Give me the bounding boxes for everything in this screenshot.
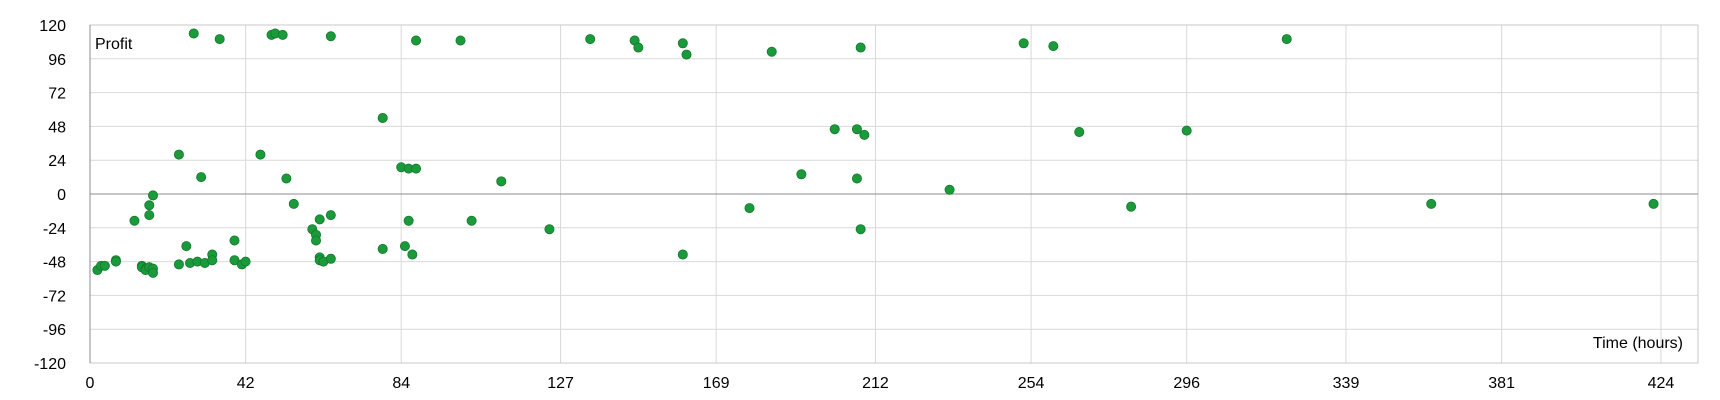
y-axis-title: Profit bbox=[95, 36, 133, 53]
data-point bbox=[1181, 125, 1192, 136]
x-tick-label: 296 bbox=[1173, 375, 1200, 392]
y-tick-label: -48 bbox=[43, 255, 66, 272]
data-point bbox=[311, 235, 322, 246]
data-point bbox=[677, 249, 688, 260]
data-point bbox=[859, 129, 870, 140]
axes bbox=[89, 24, 1699, 364]
data-point bbox=[277, 29, 288, 40]
data-point bbox=[399, 241, 410, 252]
x-tick-label: 127 bbox=[547, 375, 574, 392]
data-point bbox=[851, 124, 862, 135]
data-point bbox=[147, 267, 158, 278]
data-point bbox=[325, 253, 336, 264]
data-point bbox=[829, 124, 840, 135]
data-point bbox=[1648, 198, 1659, 209]
data-point bbox=[1048, 41, 1059, 52]
data-point bbox=[455, 35, 466, 46]
x-tick-label: 339 bbox=[1333, 375, 1360, 392]
data-point bbox=[633, 42, 644, 53]
data-point bbox=[1281, 34, 1292, 45]
x-tick-label: 424 bbox=[1648, 375, 1675, 392]
data-point bbox=[173, 259, 184, 270]
y-tick-label: 24 bbox=[48, 153, 66, 170]
data-point bbox=[1018, 38, 1029, 49]
data-point bbox=[188, 28, 199, 39]
data-point bbox=[681, 49, 692, 60]
data-point bbox=[229, 235, 240, 246]
data-point bbox=[147, 190, 158, 201]
x-tick-label: 0 bbox=[86, 375, 95, 392]
y-tick-label: 0 bbox=[57, 187, 66, 204]
data-point bbox=[99, 260, 110, 271]
data-point bbox=[796, 169, 807, 180]
data-point bbox=[411, 163, 422, 174]
y-tick-label: -72 bbox=[43, 288, 66, 305]
data-point bbox=[144, 210, 155, 221]
data-point bbox=[403, 215, 414, 226]
data-point bbox=[229, 255, 240, 266]
y-tick-label: -96 bbox=[43, 322, 66, 339]
data-point bbox=[855, 224, 866, 235]
data-point bbox=[1126, 201, 1137, 212]
data-point bbox=[544, 224, 555, 235]
data-point bbox=[288, 198, 299, 209]
data-point bbox=[677, 38, 688, 49]
data-points bbox=[92, 28, 1659, 278]
y-tick-label: -120 bbox=[34, 356, 66, 373]
x-tick-label: 169 bbox=[703, 375, 730, 392]
data-point bbox=[855, 42, 866, 53]
x-tick-label: 42 bbox=[237, 375, 255, 392]
data-point bbox=[314, 214, 325, 225]
data-point bbox=[325, 210, 336, 221]
data-point bbox=[585, 34, 596, 45]
x-tick-label: 381 bbox=[1488, 375, 1515, 392]
data-point bbox=[144, 200, 155, 211]
data-point bbox=[1074, 127, 1085, 138]
x-tick-label: 254 bbox=[1018, 375, 1045, 392]
data-point bbox=[766, 46, 777, 57]
x-axis-title: Time (hours) bbox=[1593, 335, 1683, 352]
data-point bbox=[214, 34, 225, 45]
y-tick-label: 96 bbox=[48, 52, 66, 69]
data-point bbox=[496, 176, 507, 187]
data-point bbox=[240, 256, 251, 267]
tick-labels: 120 96 72 48 24 0 -24 -48 -72 -96 -120 0 42 84 127 169 2… bbox=[34, 18, 1674, 392]
y-tick-label: -24 bbox=[43, 221, 66, 238]
data-point bbox=[181, 241, 192, 252]
y-tick-label: 72 bbox=[48, 86, 66, 103]
data-point bbox=[129, 215, 140, 226]
data-point bbox=[207, 255, 218, 266]
y-tick-label: 48 bbox=[48, 119, 66, 136]
data-point bbox=[411, 35, 422, 46]
y-tick-label: 120 bbox=[39, 18, 66, 35]
data-point bbox=[255, 149, 266, 160]
x-tick-label: 212 bbox=[862, 375, 889, 392]
data-point bbox=[281, 173, 292, 184]
data-point bbox=[173, 149, 184, 160]
x-tick-label: 84 bbox=[392, 375, 410, 392]
data-point bbox=[1426, 198, 1437, 209]
data-point bbox=[744, 203, 755, 214]
data-point bbox=[377, 112, 388, 123]
data-point bbox=[196, 172, 207, 183]
data-point bbox=[377, 243, 388, 254]
data-point bbox=[466, 215, 477, 226]
data-point bbox=[110, 256, 121, 267]
data-point bbox=[325, 31, 336, 42]
data-point bbox=[407, 249, 418, 260]
data-point bbox=[851, 173, 862, 184]
data-point bbox=[944, 184, 955, 195]
